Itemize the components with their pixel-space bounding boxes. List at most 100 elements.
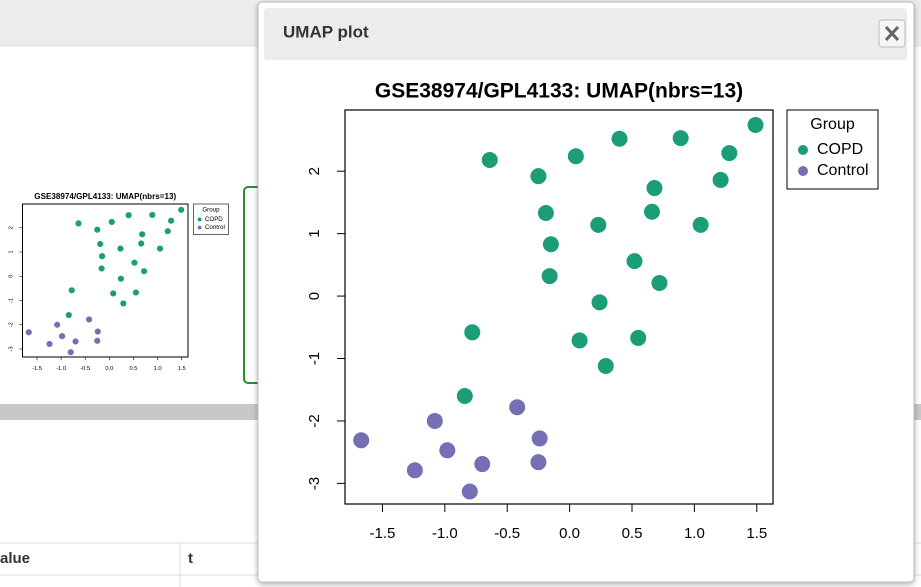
y-tick-label: -2 bbox=[8, 322, 14, 327]
point bbox=[464, 324, 481, 341]
y-tick-label: 1 bbox=[8, 250, 14, 253]
point bbox=[530, 168, 547, 185]
point bbox=[141, 268, 148, 275]
point bbox=[406, 462, 423, 479]
point bbox=[67, 349, 74, 356]
point bbox=[108, 218, 115, 226]
legend-marker bbox=[798, 166, 808, 176]
point bbox=[537, 205, 554, 222]
plot-background bbox=[344, 109, 774, 505]
point bbox=[591, 294, 608, 311]
point bbox=[164, 228, 171, 235]
point bbox=[630, 329, 647, 346]
point bbox=[149, 211, 156, 218]
point bbox=[542, 236, 559, 253]
point bbox=[46, 340, 53, 347]
plot-background bbox=[22, 203, 189, 358]
y-tick-label: 2 bbox=[306, 167, 323, 175]
y-tick-label: -2 bbox=[306, 414, 323, 427]
table-header[interactable]: alue bbox=[0, 550, 30, 567]
y-tick-label: -1 bbox=[306, 352, 323, 365]
point bbox=[567, 148, 584, 165]
x-tick-label: -0.5 bbox=[494, 525, 520, 542]
point bbox=[456, 387, 473, 404]
point bbox=[168, 217, 175, 224]
x-tick-label: -1.0 bbox=[432, 525, 458, 542]
x-tick-label: -1.5 bbox=[32, 366, 42, 372]
chart-title: GSE38974/GPL4133: UMAP(nbrs=13) bbox=[34, 192, 176, 201]
point bbox=[68, 287, 75, 294]
x-tick-label: 1.0 bbox=[154, 366, 162, 372]
point bbox=[125, 212, 132, 219]
point bbox=[712, 171, 729, 188]
legend-title: Group bbox=[202, 206, 220, 213]
point bbox=[58, 333, 66, 340]
y-tick-label: -3 bbox=[8, 346, 14, 351]
legend-marker bbox=[197, 225, 202, 230]
y-tick-label: 0 bbox=[8, 275, 14, 278]
point bbox=[481, 151, 498, 168]
point bbox=[110, 290, 117, 297]
point bbox=[99, 253, 106, 260]
point bbox=[75, 220, 82, 227]
y-tick-label: -1 bbox=[8, 298, 14, 303]
point bbox=[461, 483, 478, 500]
point bbox=[97, 240, 104, 248]
point bbox=[646, 180, 663, 197]
modal-header bbox=[264, 8, 907, 60]
point bbox=[117, 245, 124, 252]
point bbox=[672, 130, 689, 147]
close-icon bbox=[884, 25, 900, 42]
x-tick-label: 0.5 bbox=[129, 366, 137, 372]
legend-title: Group bbox=[810, 116, 855, 133]
point bbox=[94, 226, 101, 233]
point bbox=[439, 442, 456, 459]
point bbox=[139, 231, 146, 238]
point bbox=[117, 275, 125, 282]
legend-label: COPD bbox=[817, 141, 863, 158]
point bbox=[131, 259, 138, 266]
point bbox=[643, 203, 660, 220]
point bbox=[72, 338, 79, 345]
x-tick-label: 1.0 bbox=[684, 525, 705, 542]
point bbox=[541, 268, 558, 285]
point bbox=[25, 329, 32, 336]
modal-title: UMAP plot bbox=[283, 22, 369, 41]
point bbox=[530, 454, 547, 471]
point bbox=[120, 300, 127, 307]
y-tick-label: -3 bbox=[306, 477, 323, 490]
x-tick-label: 0.5 bbox=[622, 525, 643, 542]
point bbox=[132, 289, 139, 296]
point bbox=[747, 116, 764, 133]
legend-label: Control bbox=[205, 224, 225, 231]
legend-label: Control bbox=[817, 162, 869, 179]
x-tick-label: 1.5 bbox=[746, 525, 767, 542]
point bbox=[721, 145, 738, 162]
table-header[interactable]: t bbox=[188, 550, 193, 567]
x-tick-label: 0.0 bbox=[105, 366, 113, 372]
point bbox=[138, 240, 145, 247]
point bbox=[531, 430, 548, 447]
thumbnail-plot[interactable]: GSE38974/GPL4133: UMAP(nbrs=13) -1.5 -1.0 -… bbox=[8, 192, 229, 372]
y-tick-label: 0 bbox=[306, 292, 323, 300]
x-tick-label: -1.0 bbox=[56, 366, 66, 372]
point bbox=[692, 216, 709, 233]
legend-label: COPD bbox=[205, 216, 223, 223]
y-tick-label: 1 bbox=[306, 229, 323, 237]
point bbox=[651, 274, 668, 291]
legend-marker bbox=[798, 145, 808, 155]
point bbox=[353, 432, 370, 449]
point bbox=[85, 316, 93, 323]
point bbox=[590, 216, 607, 233]
y-tick-label: 2 bbox=[8, 226, 14, 229]
point bbox=[98, 265, 105, 272]
point bbox=[94, 328, 101, 335]
point bbox=[626, 253, 643, 270]
legend-marker bbox=[197, 217, 202, 222]
point bbox=[509, 399, 526, 416]
x-tick-label: -1.5 bbox=[370, 525, 396, 542]
x-tick-label: -0.5 bbox=[80, 366, 90, 372]
point bbox=[156, 245, 164, 252]
